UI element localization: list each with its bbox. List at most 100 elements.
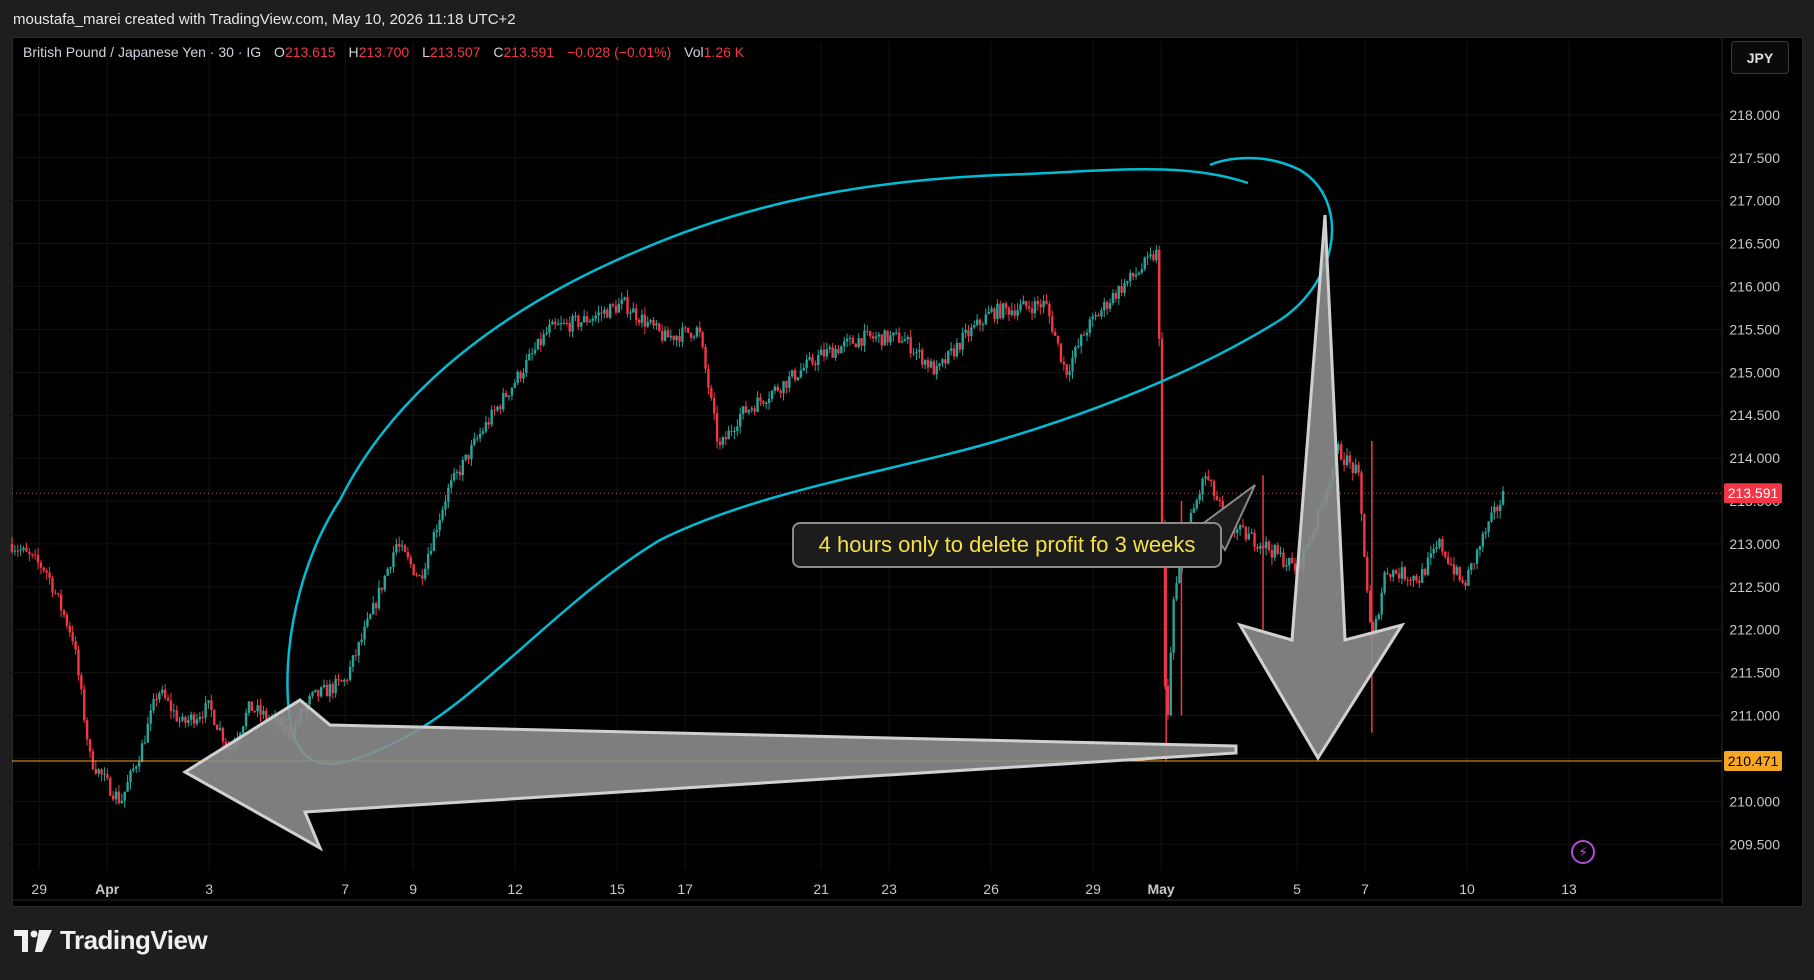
candle-body — [1400, 567, 1404, 579]
candle-body — [421, 575, 424, 579]
price-tick-label: 216.500 — [1729, 236, 1780, 252]
candle-body — [770, 390, 774, 399]
candle-body — [565, 322, 569, 324]
candle-body — [767, 398, 771, 404]
candle-body — [897, 332, 901, 343]
candle-body — [374, 603, 378, 609]
candle-body — [198, 716, 202, 720]
candle-body — [817, 355, 820, 365]
candle-body — [1383, 572, 1386, 593]
candle-body — [377, 587, 381, 609]
symbol-name[interactable]: British Pound / Japanese Yen · 30 · IG — [23, 44, 262, 60]
candle-body — [695, 327, 699, 337]
candle-body — [71, 632, 74, 642]
candle-body — [1022, 301, 1025, 305]
candle-body — [467, 454, 470, 460]
candle-body — [938, 363, 941, 366]
candle-body — [984, 314, 988, 325]
candle-body — [530, 353, 534, 355]
candle-body — [215, 724, 219, 730]
footer-logo[interactable]: TradingView — [14, 925, 208, 956]
candle-body — [689, 332, 693, 338]
candle-body — [666, 330, 670, 338]
candle-body — [447, 487, 450, 502]
candle-body — [981, 324, 985, 326]
candle-body — [863, 330, 866, 346]
candle-body — [1461, 580, 1464, 583]
candle-body — [1444, 551, 1447, 557]
candle-body — [513, 382, 517, 388]
candle-body — [1120, 286, 1123, 293]
candle-body — [871, 336, 875, 339]
candle-body — [1487, 521, 1490, 532]
candle-body — [1498, 504, 1502, 511]
candle-body — [253, 711, 256, 713]
candle-body — [195, 719, 199, 724]
candle-body — [1423, 569, 1427, 575]
currency-button[interactable]: JPY — [1731, 41, 1789, 74]
candle-body — [346, 679, 349, 681]
candle-body — [805, 359, 808, 369]
candle-body — [577, 316, 580, 327]
candle-body — [470, 444, 473, 460]
candle-body — [802, 368, 805, 371]
candle-body — [663, 330, 667, 341]
brand-name: TradingView — [60, 925, 208, 955]
candle-body — [1097, 315, 1100, 317]
candle-body — [1077, 346, 1080, 348]
candle-body — [866, 330, 869, 332]
candle-body — [1397, 573, 1401, 579]
candle-body — [949, 348, 953, 351]
candle-body — [889, 335, 892, 343]
candle-body — [181, 716, 184, 721]
candle-body — [828, 347, 831, 350]
candle-body — [646, 321, 649, 327]
candle-body — [1010, 310, 1014, 315]
candle-body — [568, 322, 571, 332]
candle-body — [840, 346, 843, 354]
candle-body — [712, 398, 716, 414]
candle-body — [1204, 476, 1207, 479]
candle-body — [28, 551, 31, 555]
candle-body — [967, 330, 970, 337]
candle-body — [808, 357, 811, 360]
annotation-callout[interactable]: 4 hours only to delete profit fo 3 weeks — [792, 522, 1222, 568]
candle-body — [886, 330, 889, 343]
candle-body — [380, 587, 384, 590]
candle-body — [718, 441, 722, 445]
candle-body — [16, 550, 19, 552]
candle-body — [611, 304, 615, 306]
candle-body — [1438, 539, 1441, 548]
candle-body — [932, 361, 936, 375]
candle-body — [961, 332, 964, 350]
lightning-icon[interactable]: ⚡ — [1571, 840, 1595, 864]
candle-body — [892, 332, 895, 336]
change-value: −0.028 (−0.01%) — [566, 44, 672, 60]
candle-body — [1363, 513, 1366, 557]
candle-body — [403, 545, 407, 553]
candle-body — [152, 699, 155, 711]
top-bar: moustafa_marei created with TradingView.… — [0, 0, 1814, 38]
candle-body — [360, 639, 363, 643]
candle-body — [545, 332, 548, 335]
candle-body — [331, 684, 334, 694]
candle-body — [1415, 575, 1418, 581]
candle-body — [1143, 257, 1146, 270]
candle-body — [1496, 506, 1499, 511]
candle-body — [1490, 512, 1493, 522]
candle-body — [1337, 444, 1340, 451]
candle-body — [499, 406, 502, 410]
candle-body — [265, 710, 268, 720]
price-tick-label: 212.500 — [1729, 579, 1780, 595]
candle-body — [1455, 567, 1459, 575]
candle-body — [1157, 249, 1161, 339]
candle-body — [675, 335, 678, 341]
candle-body — [184, 716, 187, 723]
candle-body — [608, 304, 612, 318]
candle-body — [51, 577, 54, 593]
candle-body — [542, 334, 545, 346]
candle-body — [906, 336, 909, 340]
candle-body — [1042, 300, 1045, 308]
time-tick-label: 21 — [813, 881, 829, 897]
